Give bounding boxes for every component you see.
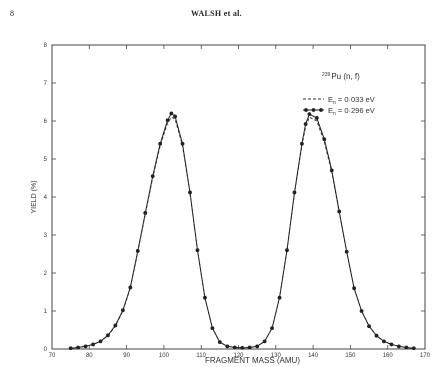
series-0296ev-point — [203, 295, 207, 300]
legend-entry-symbol: E — [328, 95, 333, 104]
series-0296ev-point — [352, 286, 357, 291]
series-0296ev-point — [344, 249, 349, 254]
chart-axes — [51, 44, 426, 350]
legend-reaction-text: Pu (n, f) — [331, 72, 360, 81]
series-0296ev-point — [158, 141, 163, 146]
series-0296ev-point — [135, 249, 140, 253]
y-tick-label: 0 — [44, 347, 48, 353]
series-0296ev-point — [300, 141, 304, 146]
series-0296ev-point — [322, 137, 327, 142]
series-0296ev-point — [277, 295, 282, 300]
series-0296ev-point — [389, 342, 394, 347]
series-0296ev-point — [106, 333, 110, 338]
x-tick-label: 100 — [159, 353, 170, 359]
plot-frame — [51, 44, 426, 350]
y-tick-label: 4 — [44, 195, 48, 201]
y-tick-label: 2 — [44, 271, 48, 277]
series-0296ev-point — [367, 324, 371, 329]
legend-dot-marker — [319, 108, 323, 112]
page-number: 8 — [10, 9, 14, 18]
y-tick-label: 8 — [44, 43, 48, 49]
series-0296ev-point — [292, 190, 297, 195]
series-0296ev-point — [303, 122, 308, 126]
series-0296ev-point — [382, 339, 386, 344]
y-tick-label: 3 — [44, 233, 48, 239]
series-0296ev-point — [329, 168, 334, 173]
series-0296ev-point — [83, 344, 88, 349]
series-0296ev-point — [225, 344, 230, 349]
x-tick-label: 110 — [196, 353, 206, 359]
x-tick-label: 90 — [123, 353, 130, 359]
series-0296ev-point — [337, 209, 342, 214]
series-0296ev-point — [314, 116, 319, 120]
series-0296ev-point — [217, 340, 222, 345]
series-0296ev-point — [404, 345, 409, 350]
series-0296ev-point — [68, 346, 73, 351]
x-tick-label: 130 — [271, 353, 282, 359]
y-tick-label: 5 — [44, 157, 48, 163]
series-0296ev-point — [262, 339, 267, 344]
series-0296ev-point — [411, 346, 416, 351]
legend-entry-value: = 0·296 eV — [336, 106, 375, 115]
x-tick-label: 80 — [86, 353, 93, 359]
series-0296ev-point — [113, 323, 118, 328]
series-0296ev-point — [120, 308, 125, 313]
legend-entry-subscript: n — [333, 100, 336, 106]
x-tick-label: 120 — [233, 353, 244, 359]
x-axis-label: FRAGMENT MASS (AMU) — [205, 356, 300, 365]
x-tick-label: 150 — [345, 353, 356, 359]
series-0296ev-point — [128, 285, 133, 290]
series-0296ev-point — [359, 309, 364, 313]
legend-entry-0296ev: En = 0·296 eV — [328, 106, 375, 117]
chart-ticks: 70 80 90 100 110 120 130 140 150 160 170 0 1 2 3 4 5 6 7 8 — [44, 43, 431, 359]
series-0296ev-point — [396, 344, 401, 349]
series-0296ev-point — [247, 345, 252, 350]
series-0296ev-point — [285, 248, 289, 253]
legend-dot-marker — [311, 108, 316, 112]
x-tick-label: 160 — [383, 353, 394, 359]
y-tick-label: 7 — [44, 81, 48, 87]
chart-series — [68, 111, 416, 351]
series-0296ev-point — [374, 333, 379, 338]
series-0296ev-point — [169, 111, 174, 116]
series-0296ev-point — [91, 342, 95, 347]
series-0296ev-point — [143, 211, 148, 215]
legend-entry-symbol: E — [328, 106, 333, 115]
series-0296ev-point — [232, 345, 237, 350]
series-0296ev-point — [240, 345, 245, 350]
series-0296ev-point — [76, 345, 81, 350]
legend-reaction-sup: 239 — [322, 72, 331, 78]
legend-entry-value: = 0·033 eV — [336, 95, 375, 104]
running-head: WALSH et al. — [191, 9, 242, 18]
legend-reaction: 239Pu (n, f) — [322, 72, 360, 81]
series-0296ev-point — [255, 344, 260, 349]
series-0296ev-point — [195, 248, 200, 253]
y-tick-label: 6 — [44, 119, 48, 125]
x-tick-label: 170 — [420, 353, 431, 359]
y-axis-label: YIELD (%) — [31, 180, 38, 213]
series-0296ev-point — [165, 118, 170, 123]
series-0296ev-point — [180, 141, 185, 146]
series-0296ev-point — [173, 114, 177, 119]
series-0296ev-point — [307, 112, 312, 117]
x-tick-label: 70 — [49, 353, 56, 359]
y-tick-label: 1 — [44, 309, 48, 315]
series-0296ev-point — [270, 326, 274, 330]
legend-entry-0033ev: En = 0·033 eV — [328, 95, 375, 106]
x-tick-label: 140 — [308, 353, 319, 359]
legend-dot-marker — [304, 108, 308, 112]
legend-entry-subscript: n — [333, 111, 336, 117]
series-0296ev-point — [150, 174, 155, 179]
series-0296ev-point — [188, 190, 192, 195]
series-0296ev-point — [98, 339, 103, 344]
series-0296ev-point — [210, 326, 215, 330]
